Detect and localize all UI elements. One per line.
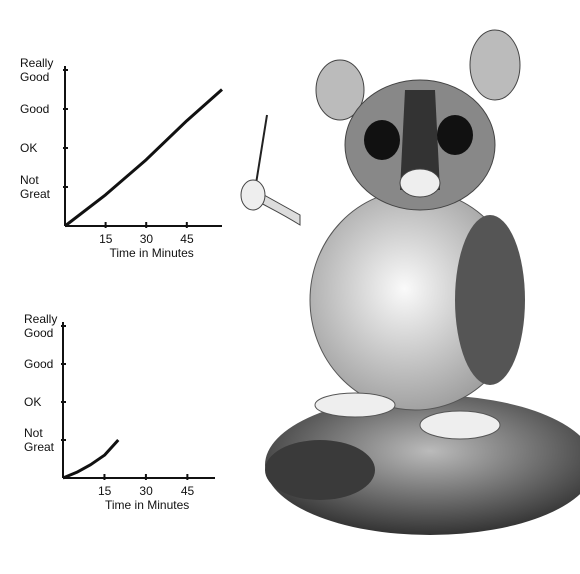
- x-axis-label: Time in Minutes: [109, 246, 194, 260]
- tail: [265, 395, 580, 535]
- data-line: [64, 88, 223, 228]
- y-tick-label: Really Good: [20, 56, 54, 84]
- data-line: [62, 438, 120, 480]
- y-tick-label: Good: [20, 102, 50, 116]
- ear: [469, 29, 521, 101]
- y-tick-label: OK: [24, 395, 42, 409]
- x-axis-label: Time in Minutes: [105, 498, 190, 512]
- x-tick-label: 45: [180, 232, 194, 246]
- y-tick-label: OK: [20, 141, 38, 155]
- y-tick-label: Really Good: [24, 312, 58, 340]
- x-tick-label: 15: [99, 232, 113, 246]
- y-tick-label: Not Great: [24, 426, 55, 454]
- stripe: [400, 90, 440, 190]
- pointer: [254, 114, 268, 191]
- y-tick-label: Not Great: [20, 173, 51, 201]
- hand: [240, 179, 266, 211]
- y-tick-label: Good: [24, 357, 54, 371]
- tail-tip: [265, 440, 375, 500]
- foot: [314, 392, 396, 418]
- eye: [364, 120, 400, 160]
- foot: [419, 410, 501, 440]
- x-tick-label: 30: [139, 232, 154, 246]
- ear: [315, 59, 365, 121]
- x-tick-label: 30: [139, 484, 153, 498]
- sugar-glider: [240, 29, 580, 535]
- side: [455, 215, 525, 385]
- eye: [437, 115, 473, 155]
- x-tick-label: 15: [97, 484, 112, 498]
- x-tick-label: 45: [180, 484, 195, 498]
- nose: [399, 168, 441, 198]
